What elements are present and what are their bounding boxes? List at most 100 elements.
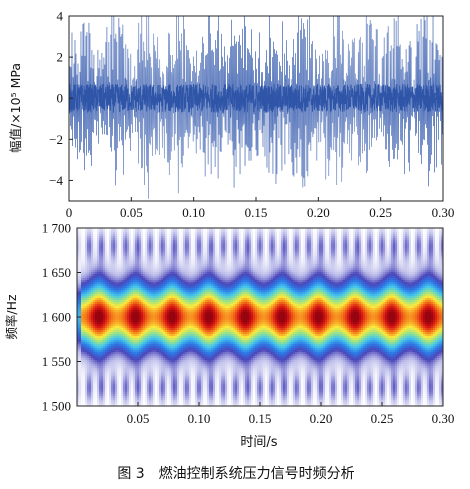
heatmap-cell (267, 248, 270, 251)
heatmap-cell (265, 248, 268, 251)
heatmap-cell (425, 240, 428, 243)
heatmap-cell (97, 264, 100, 267)
heatmap-cell (195, 248, 198, 251)
heatmap-cell (223, 276, 226, 279)
heatmap-cell (359, 266, 362, 269)
heatmap-cell (101, 258, 104, 261)
heatmap-cell (373, 244, 376, 247)
heatmap-cell (303, 264, 306, 267)
heatmap-cell (165, 240, 168, 243)
heatmap-cell (255, 254, 258, 257)
heatmap-cell (323, 242, 326, 245)
heatmap-cell (173, 276, 176, 279)
heatmap-cell (299, 234, 302, 237)
heatmap-cell (237, 270, 240, 273)
heatmap-cell (147, 256, 150, 259)
heatmap-cell (415, 248, 418, 251)
heatmap-cell (163, 276, 166, 279)
heatmap-cell (109, 232, 112, 235)
heatmap-cell (93, 270, 96, 273)
heatmap-cell (267, 268, 270, 271)
heatmap-cell (379, 260, 382, 263)
heatmap-cell (281, 272, 284, 275)
heatmap-cell (399, 280, 402, 283)
heatmap-cell (235, 232, 238, 235)
heatmap-cell (345, 278, 348, 281)
heatmap-cell (109, 256, 112, 259)
heatmap-cell (409, 280, 412, 283)
heatmap-cell (381, 252, 384, 255)
heatmap-cell (261, 274, 264, 277)
heatmap-cell (121, 246, 124, 249)
heatmap-cell (243, 236, 246, 239)
heatmap-cell (155, 242, 158, 245)
heatmap-cell (371, 242, 374, 245)
heatmap-cell (417, 256, 420, 259)
heatmap-cell (383, 248, 386, 251)
heatmap-cell (133, 248, 136, 251)
heatmap-cell (119, 282, 122, 285)
heatmap-cell (437, 266, 440, 269)
heatmap-cell (365, 258, 368, 261)
heatmap-cell (125, 228, 128, 231)
heatmap-cell (123, 258, 126, 261)
heatmap-cell (311, 252, 314, 255)
heatmap-cell (231, 252, 234, 255)
heatmap-cell (99, 252, 102, 255)
heatmap-cell (99, 228, 102, 231)
heatmap-cell (135, 258, 138, 261)
heatmap-cell (215, 260, 218, 263)
heatmap-cell (139, 268, 142, 271)
heatmap-cell (245, 248, 248, 251)
heatmap-cell (113, 246, 116, 249)
heatmap-cell (143, 256, 146, 259)
heatmap-cell (83, 248, 86, 251)
heatmap-cell (151, 228, 154, 231)
heatmap-cell (413, 260, 416, 263)
heatmap-cell (197, 264, 200, 267)
heatmap-cell (257, 258, 260, 261)
heatmap-cell (99, 250, 102, 253)
heatmap-cell (167, 242, 170, 245)
heatmap-cell (403, 240, 406, 243)
heatmap-cell (87, 272, 90, 275)
heatmap-cell (99, 246, 102, 249)
heatmap-cell (255, 238, 258, 241)
heatmap-cell (269, 250, 272, 253)
heatmap-cell (199, 280, 202, 283)
heatmap-cell (289, 264, 292, 267)
heatmap-cell (335, 256, 338, 259)
heatmap-cell (279, 230, 282, 233)
heatmap-cell (115, 234, 118, 237)
heatmap-cell (157, 268, 160, 271)
heatmap-cell (377, 274, 380, 277)
heatmap-cell (409, 256, 412, 259)
heatmap-cell (179, 276, 182, 279)
heatmap-cell (319, 234, 322, 237)
heatmap-cell (125, 246, 128, 249)
heatmap-cell (385, 262, 388, 265)
heatmap-cell (135, 260, 138, 263)
heatmap-cell (425, 228, 428, 231)
heatmap-cell (399, 266, 402, 269)
heatmap-cell (77, 254, 80, 257)
heatmap-cell (407, 248, 410, 251)
heatmap-cell (167, 236, 170, 239)
heatmap-cell (117, 228, 120, 231)
heatmap-cell (101, 266, 104, 269)
heatmap-cell (337, 270, 340, 273)
heatmap-cell (387, 234, 390, 237)
heatmap-cell (95, 274, 98, 277)
heatmap-cell (323, 256, 326, 259)
heatmap-cell (325, 276, 328, 279)
heatmap-cell (229, 276, 232, 279)
heatmap-cell (359, 232, 362, 235)
heatmap-cell (175, 258, 178, 261)
heatmap-cell (341, 242, 344, 245)
heatmap-cell (303, 248, 306, 251)
heatmap-cell (349, 238, 352, 241)
heatmap-cell (243, 252, 246, 255)
heatmap-cell (201, 266, 204, 269)
heatmap-cell (207, 240, 210, 243)
heatmap-cell (347, 252, 350, 255)
